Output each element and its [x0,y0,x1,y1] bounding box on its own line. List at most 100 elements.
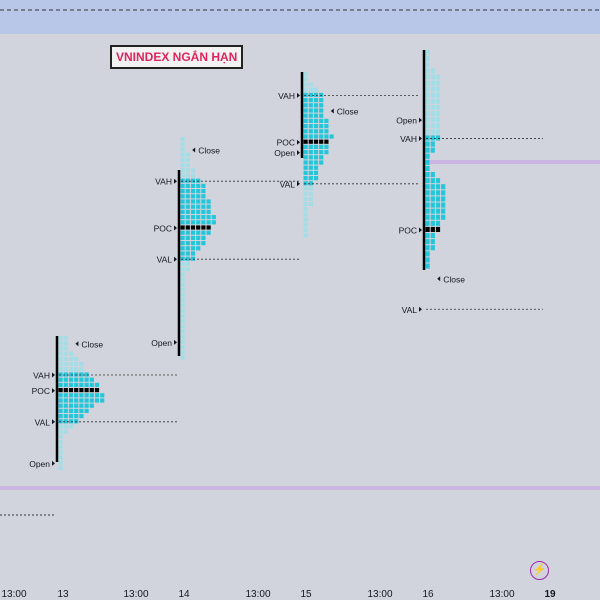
profile-cell [58,351,63,356]
profile-cell [74,382,79,387]
profile-cell [425,178,430,184]
profile-cell [430,190,435,196]
profile-cell [196,246,201,251]
profile-cell [303,144,308,149]
profile-cell [180,194,185,199]
profile-cell [68,367,74,372]
profile-cell [58,362,63,367]
profile-cell [324,129,329,134]
profile-cell [180,246,185,251]
profile-cell [74,419,79,424]
profile-cell [425,220,430,226]
profile-cell [94,398,100,403]
lightning-icon[interactable]: ⚡ [530,561,549,580]
profile-cell [180,287,185,292]
profile-cell [425,172,430,178]
profile-cell [89,377,94,382]
profile-cell [180,152,185,157]
profile-cell [430,123,435,129]
profile-cell [435,208,441,214]
profile-cell [180,319,185,324]
profile-cell [201,183,206,188]
x-tick-label: 13:00 [489,589,514,600]
profile-cell [68,356,74,361]
profile-cell [425,98,430,104]
profile-cell [190,168,196,173]
profile-cell [308,103,313,108]
profile-cell [58,398,63,403]
poc-label-arrow [297,139,300,145]
profile-cell [63,372,68,377]
profile-cell [441,184,446,190]
profile-cell [180,220,185,225]
x-axis: 13:00 13 13:00 14 13:00 15 13:00 16 13:00 19 [1,589,556,600]
profile-cell [206,204,211,209]
profile-cell [84,377,89,382]
val-label: VAL [280,179,296,189]
profile-cell [84,393,89,398]
profile-cell [180,215,185,220]
profile-cell [58,445,63,450]
profile-cell [319,150,324,155]
profile-cell [425,153,430,159]
val-label-arrow [419,306,422,312]
profile-cell [319,134,324,139]
profile-cell [303,98,308,103]
profile-cell [180,163,185,168]
profile-cell [79,372,84,377]
profile-cell [425,141,430,147]
profile-cell [435,129,441,135]
profile-cell [206,225,211,230]
profile-cell [196,235,201,240]
profile-cell [63,336,68,341]
profile-cell [303,134,308,139]
profile-cell [79,414,84,419]
profile-cell [68,372,74,377]
profile-cell [84,403,89,408]
profile-cell [190,225,196,230]
profile-cell [180,355,185,360]
profile-cell [74,393,79,398]
profile-cell [430,117,435,123]
profile-cell [185,199,190,204]
profile-cell [68,351,74,356]
profile-cell [435,226,441,232]
profile-cell [185,183,190,188]
profile-cell [58,424,63,429]
profile-cell [201,230,206,235]
profile-cell [425,214,430,220]
profile-cell [303,176,308,181]
profile-cell [63,388,68,393]
profile-cell [313,160,319,165]
profile-cell [435,178,441,184]
profile-cell [89,403,94,408]
profile-cell [313,134,319,139]
lower-level-band [0,486,600,490]
profile-cell [324,150,329,155]
profile-cell [308,196,313,201]
profile-cell [303,129,308,134]
profile-cell [94,382,100,387]
profile-cell [79,362,84,367]
profile-cell [303,233,308,238]
profile-cell [84,408,89,413]
profile-cell [185,178,190,183]
profile-cell [185,209,190,214]
poc-label: POC [154,224,172,234]
x-tick-label: 16 [422,589,434,600]
profile-cell [303,155,308,160]
profile-cell [185,163,190,168]
profile-cell [313,92,319,97]
profile-cell [430,184,435,190]
profile-cell [74,362,79,367]
profile-cell [74,388,79,393]
profile-cell [425,56,430,62]
profile-cell [430,129,435,135]
x-tick-label: 15 [300,589,312,600]
profile-cell [84,388,89,393]
profile-cell [303,217,308,222]
profile-cell [180,173,185,178]
profile-cell [430,68,435,74]
profile-cell [185,230,190,235]
profile-cell [308,170,313,175]
